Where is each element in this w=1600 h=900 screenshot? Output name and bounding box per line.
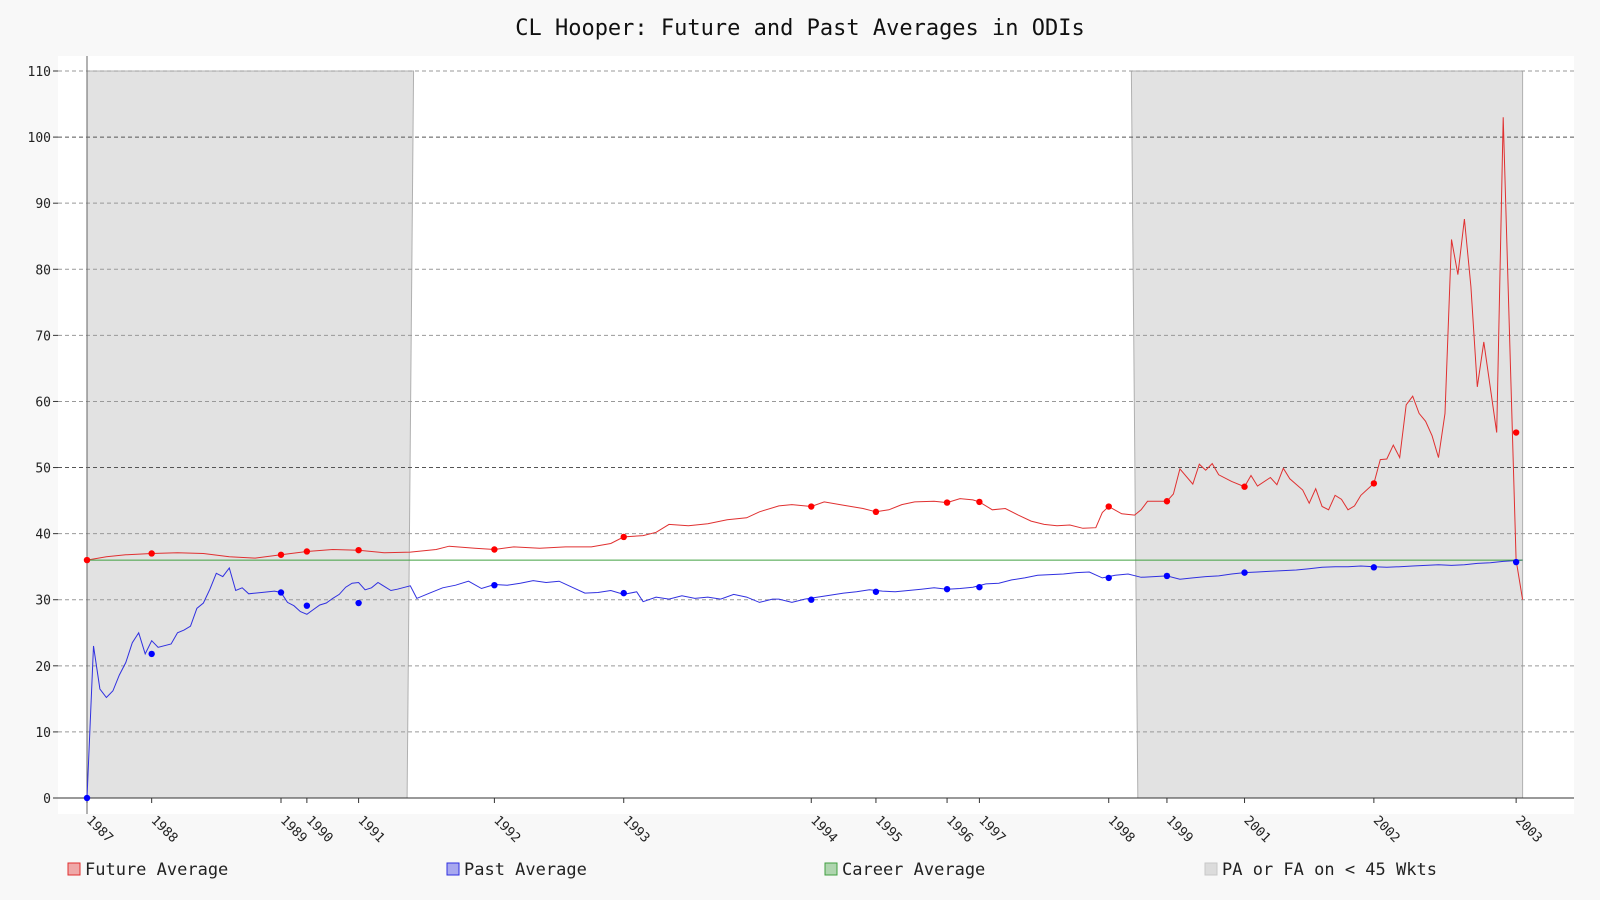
legend-label-past-average: Past Average (464, 860, 587, 880)
y-tick-label-90: 90 (35, 197, 51, 212)
y-tick-label-10: 10 (35, 726, 51, 741)
data-point-past-average-14 (1370, 564, 1378, 571)
x-tick-label-1994: 1994 (807, 813, 840, 846)
data-point-future-average-0 (83, 556, 91, 564)
y-tick-label-20: 20 (35, 660, 51, 675)
y-tick-label-40: 40 (35, 528, 51, 543)
legend-swatch-past-average (446, 862, 460, 876)
series-line-past-average (86, 559, 1523, 799)
data-point-past-average-4 (355, 599, 362, 607)
y-tick-label-100: 100 (28, 131, 51, 146)
data-point-past-average-8 (872, 588, 880, 595)
x-tick-label-2003: 2003 (1512, 813, 1545, 846)
data-point-past-average-12 (1163, 572, 1171, 580)
y-tick-label-70: 70 (35, 329, 51, 344)
data-point-past-average-3 (303, 602, 311, 609)
legend-swatch-pa-or-fa-on-45-wkts (1204, 862, 1218, 876)
data-point-past-average-7 (808, 596, 815, 603)
series-line-future-average (86, 117, 1524, 600)
data-point-past-average-5 (491, 581, 498, 589)
data-point-future-average-2 (277, 551, 285, 558)
x-tick-label-1999: 1999 (1163, 813, 1196, 846)
legend-swatch-future-average (67, 862, 81, 876)
legend-label-career-average: Career Average (842, 860, 985, 880)
x-tick-label-2002: 2002 (1370, 813, 1403, 846)
y-tick-label-30: 30 (35, 594, 51, 609)
x-tick-label-2001: 2001 (1241, 813, 1274, 846)
data-point-future-average-11 (1105, 503, 1112, 510)
y-tick-label-80: 80 (35, 263, 51, 278)
x-tick-label-1992: 1992 (490, 813, 523, 846)
data-point-future-average-9 (943, 499, 951, 506)
data-point-past-average-10 (976, 583, 983, 591)
chart-title: CL Hooper: Future and Past Averages in O… (515, 16, 1085, 41)
data-point-past-average-11 (1105, 574, 1112, 582)
x-tick-label-1996: 1996 (943, 813, 976, 846)
x-tick-label-1991: 1991 (355, 813, 388, 846)
x-tick-label-1998: 1998 (1105, 813, 1138, 846)
data-point-future-average-6 (620, 533, 627, 541)
data-point-future-average-10 (976, 498, 983, 506)
data-point-future-average-3 (303, 548, 311, 555)
data-point-past-average-9 (943, 585, 951, 593)
data-point-future-average-8 (872, 508, 880, 516)
data-point-future-average-15 (1512, 429, 1520, 436)
data-point-future-average-7 (808, 503, 815, 510)
shaded-region-2 (1130, 70, 1524, 799)
data-point-future-average-12 (1163, 498, 1171, 505)
data-point-past-average-6 (620, 589, 627, 597)
y-tick-label-60: 60 (35, 395, 51, 410)
data-point-future-average-5 (491, 546, 498, 553)
data-point-past-average-15 (1512, 558, 1520, 566)
y-tick-label-110: 110 (28, 65, 51, 80)
data-point-future-average-13 (1241, 483, 1248, 490)
data-point-future-average-1 (148, 550, 155, 557)
x-tick-label-1989: 1989 (277, 813, 310, 846)
data-point-past-average-1 (148, 650, 155, 658)
legend-label-future-average: Future Average (85, 860, 228, 880)
data-point-past-average-13 (1241, 569, 1248, 576)
x-tick-label-1995: 1995 (872, 813, 905, 846)
x-tick-label-1993: 1993 (620, 813, 653, 846)
x-tick-label-1987: 1987 (83, 813, 116, 846)
shaded-region-1 (86, 70, 415, 799)
x-tick-label-1990: 1990 (303, 813, 336, 846)
y-tick-label-50: 50 (35, 462, 51, 477)
y-tick-label-0: 0 (43, 792, 51, 807)
data-point-future-average-4 (355, 546, 362, 554)
x-tick-label-1997: 1997 (975, 813, 1008, 846)
legend-label-pa-or-fa-on-45-wkts: PA or FA on < 45 Wkts (1222, 860, 1437, 880)
legend-swatch-career-average (824, 862, 838, 876)
x-tick-label-1988: 1988 (148, 813, 181, 846)
data-point-future-average-14 (1370, 480, 1378, 487)
data-point-past-average-0 (83, 794, 91, 802)
data-point-past-average-2 (277, 589, 285, 596)
